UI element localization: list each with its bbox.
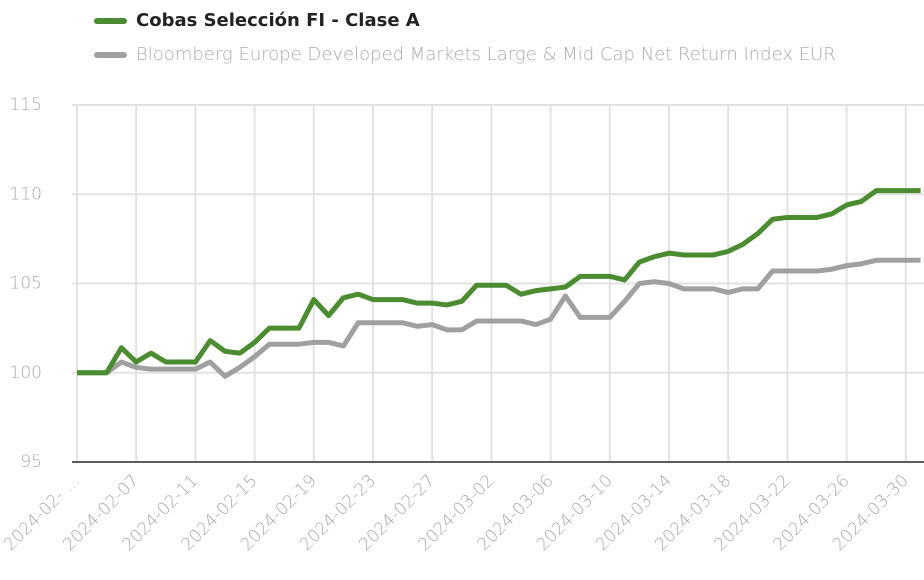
y-tick-label: 110 [10, 184, 42, 204]
series-line [77, 257, 921, 379]
y-tick-label: 100 [10, 363, 42, 383]
legend-label: Cobas Selección FI - Clase A [136, 10, 420, 31]
y-tick-label: 105 [10, 274, 42, 294]
series-line [77, 188, 921, 376]
y-tick-label: 95 [20, 452, 42, 472]
legend-label: Bloomberg Europe Developed Markets Large… [136, 44, 836, 65]
y-tick-label: 115 [10, 95, 42, 115]
